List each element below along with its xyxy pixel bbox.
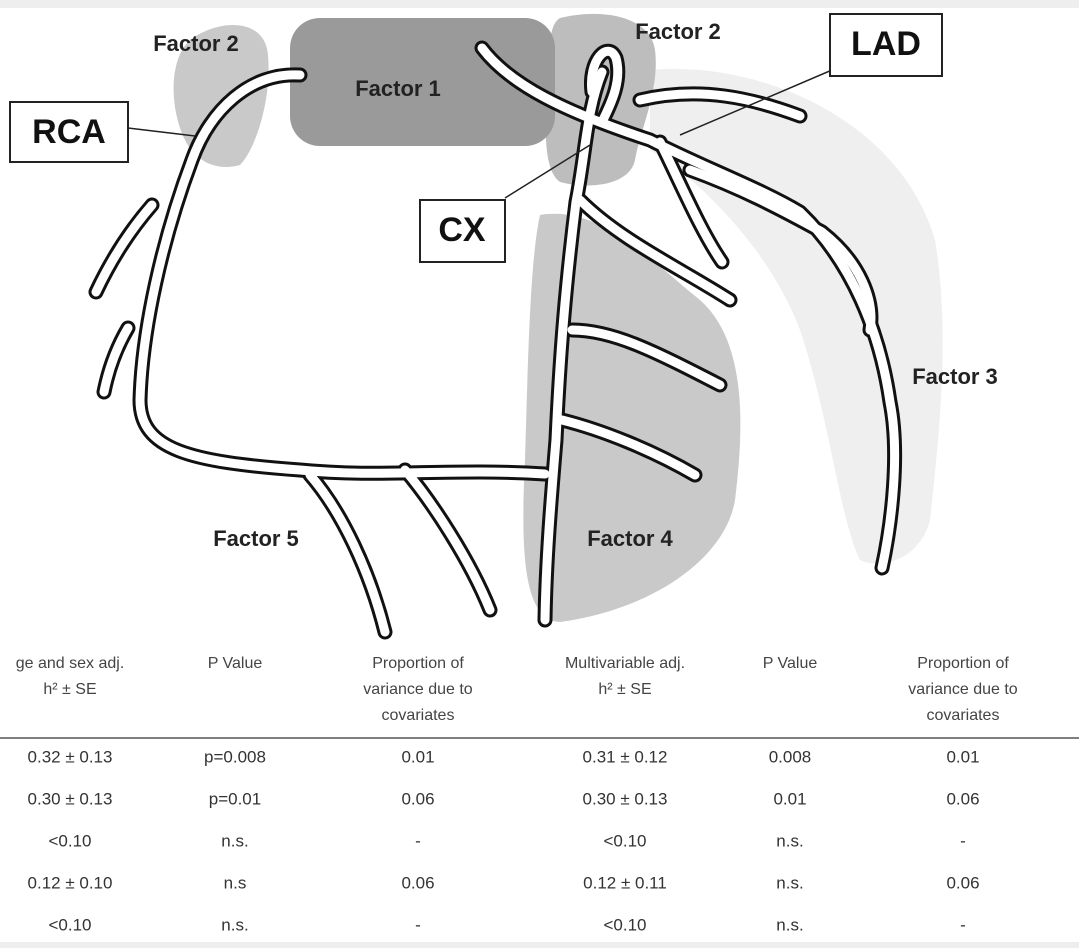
table-cell: <0.10	[603, 831, 646, 850]
table-cell: 0.12 ± 0.10	[28, 873, 113, 892]
column-header: Proportion of	[372, 655, 464, 672]
page: RCA LAD CX Factor 1 Factor 2 Factor 2 Fa…	[0, 0, 1079, 948]
table-cell: n.s.	[776, 915, 803, 934]
factor-label: Factor 2	[635, 19, 721, 44]
table-cell: 0.01	[946, 747, 979, 766]
factor-label: Factor 5	[213, 526, 299, 551]
factor-label: Factor 4	[587, 526, 673, 551]
table-cell: 0.30 ± 0.13	[28, 789, 113, 808]
table-cell: p=0.008	[204, 747, 266, 766]
vessel-label: LAD	[851, 25, 921, 63]
table-cell: 0.31 ± 0.12	[583, 747, 668, 766]
table-cell: <0.10	[48, 915, 91, 934]
table-cell: n.s.	[221, 915, 248, 934]
column-header: Multivariable adj.	[565, 655, 685, 672]
factor-label: Factor 1	[355, 76, 441, 101]
table-cell: -	[415, 915, 421, 934]
column-header: Proportion of	[917, 655, 1009, 672]
table-cell: 0.06	[401, 873, 434, 892]
column-header: h² ± SE	[598, 681, 651, 698]
column-header: covariates	[927, 707, 1000, 724]
vessel-label: CX	[438, 211, 486, 249]
bottom-strip	[0, 942, 1079, 948]
table-cell: p=0.01	[209, 789, 261, 808]
vessel-lumen	[96, 205, 152, 292]
column-header: variance due to	[363, 681, 473, 698]
column-header: P Value	[763, 655, 818, 672]
column-header: ge and sex adj.	[16, 655, 125, 672]
table-cell: 0.06	[946, 873, 979, 892]
factor-label: Factor 3	[912, 364, 998, 389]
table-cell: 0.06	[946, 789, 979, 808]
table: ge and sex adj. h² ± SE P Value Proportion …	[16, 655, 1018, 934]
table-cell: 0.12 ± 0.11	[583, 873, 667, 892]
table-cell: n.s.	[776, 873, 803, 892]
table-cell: n.s	[224, 873, 247, 892]
table-cell: -	[960, 831, 966, 850]
table-cell: 0.01	[401, 747, 434, 766]
table-cell: 0.32 ± 0.13	[28, 747, 113, 766]
top-strip	[0, 0, 1079, 8]
table-cell: <0.10	[603, 915, 646, 934]
column-header: variance due to	[908, 681, 1018, 698]
table-cell: n.s.	[776, 831, 803, 850]
vessel-outline	[310, 475, 385, 632]
column-header: covariates	[382, 707, 455, 724]
figure: RCA LAD CX Factor 1 Factor 2 Factor 2 Fa…	[0, 0, 1079, 948]
table-cell: 0.008	[769, 747, 812, 766]
table-cell: <0.10	[48, 831, 91, 850]
table-cell: -	[960, 915, 966, 934]
vessel-label: RCA	[32, 113, 106, 151]
table-cell: 0.06	[401, 789, 434, 808]
table-cell: n.s.	[221, 831, 248, 850]
table-cell: 0.01	[773, 789, 806, 808]
column-header: h² ± SE	[43, 681, 96, 698]
factor-label: Factor 2	[153, 31, 239, 56]
table-cell: 0.30 ± 0.13	[583, 789, 668, 808]
column-header: P Value	[208, 655, 263, 672]
table-cell: -	[415, 831, 421, 850]
